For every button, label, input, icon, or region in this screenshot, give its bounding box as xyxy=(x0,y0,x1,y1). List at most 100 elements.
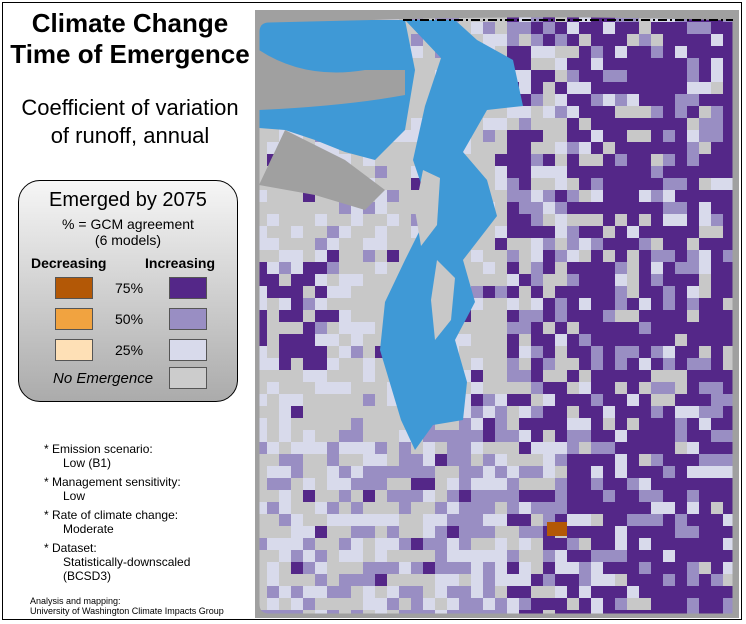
grid-cell xyxy=(483,598,495,610)
grid-cell xyxy=(723,562,733,574)
grid-cell xyxy=(639,46,651,58)
grid-cell xyxy=(687,58,699,70)
grid-cell xyxy=(519,370,531,382)
grid-cell xyxy=(435,586,447,598)
grid-cell xyxy=(627,154,639,166)
grid-cell xyxy=(723,478,733,490)
grid-cell xyxy=(687,466,699,478)
grid-cell xyxy=(471,562,483,574)
grid-cell xyxy=(495,610,507,614)
grid-cell xyxy=(699,430,711,442)
grid-cell xyxy=(375,550,387,562)
grid-cell xyxy=(615,346,627,358)
grid-cell xyxy=(327,250,339,262)
grid-cell xyxy=(675,598,687,610)
grid-cell xyxy=(675,262,687,274)
grid-cell xyxy=(567,610,579,614)
grid-cell xyxy=(579,106,591,118)
grid-cell xyxy=(699,598,711,610)
grid-cell xyxy=(267,262,279,274)
grid-cell xyxy=(459,418,471,430)
emergence-map xyxy=(255,10,739,618)
grid-cell xyxy=(639,322,651,334)
grid-cell xyxy=(411,598,423,610)
grid-cell xyxy=(555,322,567,334)
grid-cell xyxy=(627,166,639,178)
grid-cell xyxy=(651,358,663,370)
grid-cell xyxy=(591,70,603,82)
grid-cell xyxy=(711,322,723,334)
grid-cell xyxy=(711,574,723,586)
grid-cell xyxy=(567,22,579,34)
grid-cell xyxy=(303,274,315,286)
grid-cell xyxy=(723,238,733,250)
grid-cell xyxy=(699,334,711,346)
grid-cell xyxy=(339,346,351,358)
grid-cell xyxy=(627,118,639,130)
grid-cell xyxy=(723,58,733,70)
grid-cell xyxy=(507,262,519,274)
grid-cell xyxy=(591,370,603,382)
grid-cell xyxy=(555,34,567,46)
grid-cell xyxy=(579,82,591,94)
grid-cell xyxy=(615,178,627,190)
grid-cell xyxy=(423,466,435,478)
grid-cell xyxy=(603,202,615,214)
note-value: Low xyxy=(63,489,86,503)
grid-cell xyxy=(387,190,399,202)
grid-cell xyxy=(279,286,291,298)
grid-cell xyxy=(651,382,663,394)
grid-cell xyxy=(639,358,651,370)
grid-cell xyxy=(543,250,555,262)
grid-cell xyxy=(687,262,699,274)
grid-cell xyxy=(387,214,399,226)
grid-cell xyxy=(699,514,711,526)
grid-cell xyxy=(663,226,675,238)
grid-cell xyxy=(675,454,687,466)
grid-cell xyxy=(591,526,603,538)
puget-sound-water xyxy=(380,20,523,450)
grid-cell xyxy=(567,370,579,382)
grid-cell xyxy=(327,382,339,394)
grid-cell xyxy=(699,382,711,394)
grid-cell xyxy=(675,106,687,118)
grid-cell xyxy=(591,550,603,562)
grid-cell xyxy=(579,574,591,586)
grid-cell xyxy=(519,430,531,442)
grid-cell xyxy=(483,610,495,614)
grid-cell xyxy=(555,394,567,406)
legend-swatch-decreasing-50 xyxy=(55,308,93,330)
grid-cell xyxy=(627,502,639,514)
grid-cell xyxy=(591,202,603,214)
grid-cell xyxy=(351,610,363,614)
grid-cell xyxy=(663,298,675,310)
grid-cell xyxy=(519,190,531,202)
grid-cell xyxy=(495,34,507,46)
grid-cell xyxy=(471,598,483,610)
grid-cell xyxy=(303,526,315,538)
legend-increasing-label: Increasing xyxy=(145,255,216,271)
grid-cell xyxy=(279,358,291,370)
grid-cell xyxy=(675,418,687,430)
grid-cell xyxy=(699,322,711,334)
grid-cell xyxy=(711,154,723,166)
grid-cell xyxy=(543,34,555,46)
grid-cell xyxy=(627,346,639,358)
grid-cell xyxy=(259,502,267,514)
grid-cell xyxy=(543,406,555,418)
grid-cell xyxy=(711,286,723,298)
grid-cell xyxy=(279,334,291,346)
title-line-2: Time of Emergence xyxy=(10,39,250,69)
grid-cell xyxy=(259,262,267,274)
grid-cell xyxy=(723,202,733,214)
grid-cell xyxy=(591,250,603,262)
grid-cell xyxy=(267,466,279,478)
grid-cell xyxy=(615,190,627,202)
grid-cell xyxy=(303,562,315,574)
grid-cell xyxy=(627,574,639,586)
grid-cell xyxy=(447,16,459,22)
grid-cell xyxy=(663,130,675,142)
grid-cell xyxy=(267,214,279,226)
grid-cell xyxy=(627,190,639,202)
grid-cell xyxy=(591,454,603,466)
